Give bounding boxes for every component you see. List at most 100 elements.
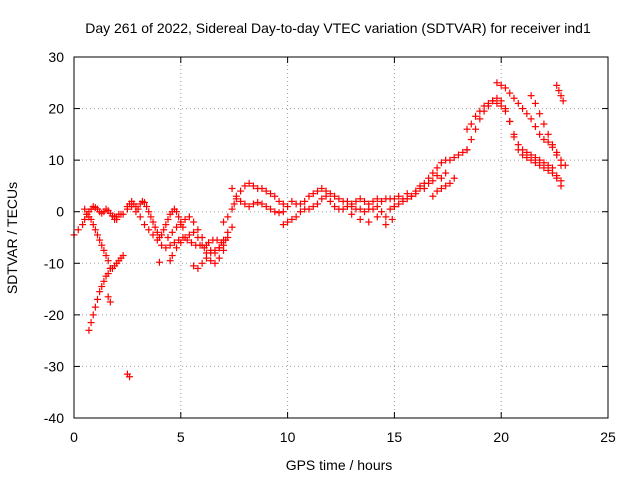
y-tick-label: -20 [44,307,64,323]
data-point [168,252,176,260]
data-point [149,231,157,239]
series-L [228,185,287,217]
data-point [348,200,356,208]
data-point [104,293,112,301]
data-point [177,239,185,247]
data-point [301,197,309,205]
data-point [557,92,565,100]
data-point [395,192,403,200]
data-point [164,215,172,223]
data-point [531,159,539,167]
data-layer [70,79,569,381]
data-point [89,311,97,319]
data-point [467,120,475,128]
data-point [96,236,104,244]
grid [74,57,608,418]
data-point [215,254,223,262]
data-point [271,192,279,200]
series-N [288,185,394,208]
x-tick-label: 5 [177,429,185,445]
data-point [331,192,339,200]
data-point [119,252,127,260]
y-tick-label: 20 [48,101,64,117]
data-point [416,182,424,190]
data-point [510,133,518,141]
data-point [211,259,219,267]
data-point [318,185,326,193]
data-point [343,197,351,205]
data-point [360,197,368,205]
data-point [275,209,283,217]
chart-title: Day 261 of 2022, Sidereal Day-to-day VTE… [85,20,591,36]
data-point [506,117,514,125]
data-point [279,208,287,216]
data-point [544,138,552,146]
data-point [228,185,236,193]
data-point [403,190,411,198]
data-point [187,239,195,247]
data-point [224,228,232,236]
data-point [279,221,287,229]
data-point [104,270,112,278]
data-point [437,159,445,167]
data-point [378,197,386,205]
data-point [149,218,157,226]
data-point [104,257,112,265]
data-point [96,288,104,296]
data-point [228,223,236,231]
data-point [288,197,296,205]
data-point [540,120,548,128]
data-point [185,231,193,239]
data-point [429,169,437,177]
data-point [190,228,198,236]
data-point [467,136,475,144]
data-point [352,197,360,205]
data-point [335,195,343,203]
data-point [173,223,181,231]
data-point [395,200,403,208]
data-point [249,182,257,190]
data-point [322,187,330,195]
data-point [198,259,206,267]
series-F [111,197,187,241]
data-point [442,169,450,177]
data-point [284,218,292,226]
data-point [215,244,223,252]
data-point [540,136,548,144]
data-point [258,185,266,193]
data-point [373,203,381,211]
data-point [553,151,561,159]
data-point [536,130,544,138]
data-point [190,218,198,226]
data-point [87,319,95,327]
data-point [91,226,99,234]
data-point [369,205,377,213]
data-point [514,99,522,107]
data-point [93,231,101,239]
data-point [220,218,228,226]
data-point [254,198,262,206]
data-point [523,110,531,118]
series-O [348,210,396,229]
data-point [493,79,501,87]
series-V [527,92,565,169]
data-point [506,89,514,97]
data-point [155,258,163,266]
data-point [140,198,148,206]
data-point [194,264,202,272]
data-point [433,164,441,172]
data-point [433,187,441,195]
data-point [296,200,304,208]
y-tick-labels: -40 -30 -20 -10 0 10 20 30 [44,49,64,426]
data-point [305,192,313,200]
data-point [544,130,552,138]
data-point [476,115,484,123]
data-point [213,236,221,244]
data-point [160,226,168,234]
data-point [258,200,266,208]
data-point [339,205,347,213]
data-point [245,179,253,187]
plot-frame [73,56,609,419]
data-point [314,187,322,195]
data-point [93,295,101,303]
